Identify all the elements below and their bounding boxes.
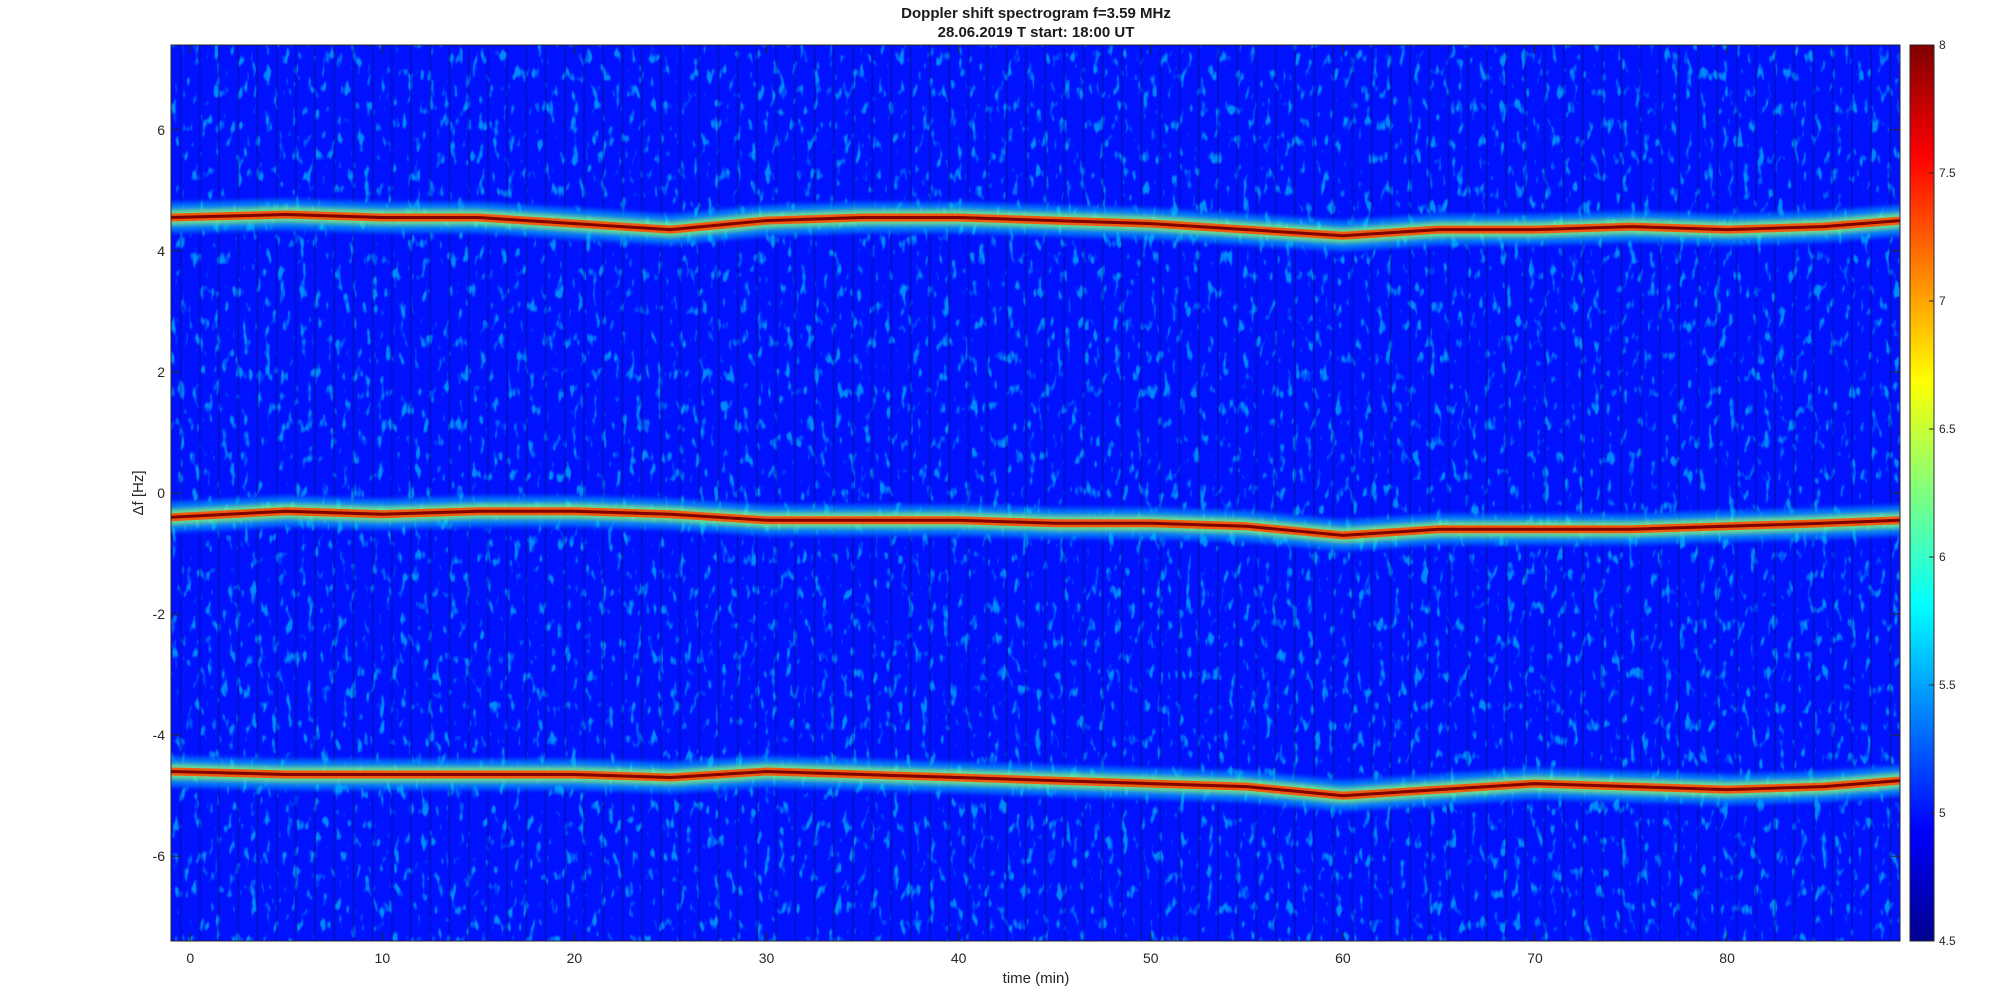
- signal-band-2-layer-4: [171, 509, 1900, 537]
- chart-subtitle: 28.06.2019 T start: 18:00 UT: [938, 24, 1135, 41]
- colorbar-tick-label: 8: [1939, 38, 1946, 52]
- x-tick-label: 10: [375, 950, 391, 966]
- y-tick-label: 4: [157, 243, 165, 259]
- y-tick-label: -6: [153, 848, 166, 864]
- x-tick-label: 0: [186, 950, 194, 966]
- signal-bands: [171, 199, 1900, 811]
- signal-band-1-layer-4: [171, 213, 1900, 238]
- x-tick-label: 30: [759, 950, 775, 966]
- colorbar-tick-label: 7.5: [1939, 166, 1956, 180]
- chart-title: Doppler shift spectrogram f=3.59 MHz: [901, 5, 1171, 22]
- x-tick-label: 20: [567, 950, 583, 966]
- y-tick-label: 0: [157, 485, 165, 501]
- y-tick-label: -4: [153, 727, 166, 743]
- y-tick-label: 6: [157, 122, 165, 138]
- colorbar-ticks: 8 7.5 7 6.5 6 5.5 5 4.5: [1929, 38, 1956, 948]
- x-tick-label: 40: [951, 950, 967, 966]
- y-axis-label: Δf [Hz]: [130, 470, 147, 515]
- colorbar-tick-label: 7: [1939, 294, 1946, 308]
- y-tick-label: 2: [157, 364, 165, 380]
- signal-band-3-layer-4: [171, 770, 1900, 798]
- x-axis: 0 10 20 30 40 50 60 70 80: [186, 45, 1735, 966]
- colorbar-tick-label: 6: [1939, 550, 1946, 564]
- colorbar-tick-label: 5: [1939, 806, 1946, 820]
- y-tick-label: -2: [153, 606, 166, 622]
- x-tick-label: 60: [1335, 950, 1351, 966]
- x-axis-label: time (min): [1003, 970, 1070, 987]
- colorbar: 8 7.5 7 6.5 6 5.5 5 4.5: [1909, 38, 1956, 948]
- colorbar-gradient: [1909, 44, 1935, 942]
- colorbar-tick-label: 5.5: [1939, 678, 1956, 692]
- x-tick-label: 50: [1143, 950, 1159, 966]
- plot-area: [170, 44, 1901, 942]
- y-axis: 6 4 2 0 -2 -4 -6: [153, 122, 1900, 864]
- colorbar-tick-label: 4.5: [1939, 934, 1956, 948]
- colorbar-tick-label: 6.5: [1939, 422, 1956, 436]
- x-tick-label: 70: [1527, 950, 1543, 966]
- x-tick-label: 80: [1719, 950, 1735, 966]
